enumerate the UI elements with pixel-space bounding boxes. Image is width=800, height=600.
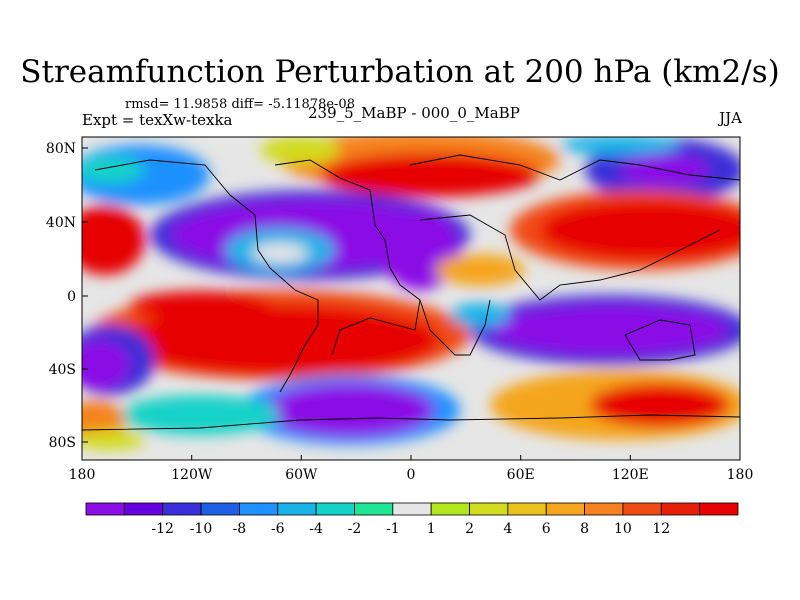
colorbar-label: 4 — [503, 521, 512, 537]
colorbar-swatch — [162, 502, 202, 516]
colorbar-swatch — [469, 502, 509, 516]
colorbar-label: -6 — [271, 521, 285, 537]
stats-label: rmsd= 11.9858 diff= -5.11878e-08 — [125, 97, 355, 112]
colorbar-label: -2 — [348, 521, 362, 537]
colorbar-label: 12 — [652, 521, 670, 537]
blob-trop-red — [120, 305, 440, 375]
blob-se-red — [590, 383, 730, 427]
colorbar-swatch — [507, 502, 547, 516]
lon-tick-label: 60W — [285, 467, 318, 483]
colorbar-swatch — [622, 502, 662, 516]
colorbar-label: 6 — [542, 521, 551, 537]
lon-tick-label: 120E — [612, 467, 649, 483]
colorbar-swatch — [239, 502, 279, 516]
blob-east-red — [540, 200, 740, 260]
colorbar-label: -12 — [151, 521, 174, 537]
blob-east-amber — [435, 254, 525, 286]
blob-north-red — [320, 153, 540, 197]
colorbar-label: -10 — [190, 521, 213, 537]
colorbar-swatch — [660, 502, 701, 516]
coast-americas-west — [94, 159, 319, 393]
colorbar-swatch — [85, 502, 125, 516]
blob-sw-violet — [82, 340, 130, 390]
colorbar-label: -8 — [233, 521, 247, 537]
lat-tick-label: 80S — [49, 435, 76, 451]
lat-tick-label: 40S — [49, 362, 76, 378]
lon-tick-label: 60E — [507, 467, 535, 483]
coast-australia — [624, 319, 696, 361]
lat-tick-label: 0 — [67, 289, 76, 305]
colorbar-label: 1 — [427, 521, 436, 537]
colorbar-swatch — [277, 502, 317, 516]
colorbar-swatch — [545, 502, 585, 516]
colorbar-label: 2 — [465, 521, 474, 537]
blob-corner-yellow — [82, 430, 145, 450]
coast-eurasia-north — [409, 154, 740, 181]
comparison-label: 239_5_MaBP - 000_0_MaBP — [308, 104, 520, 122]
lon-tick-labels: 180 120W 60W 0 60E 120E 180 — [69, 467, 754, 483]
contour-field — [82, 137, 740, 460]
colorbar-label: 8 — [580, 521, 589, 537]
colorbar-swatch — [123, 502, 164, 516]
colorbar-swatch — [200, 502, 240, 516]
experiment-label: Expt = texXw-texka — [82, 111, 233, 129]
coast-africa — [419, 299, 491, 356]
blob-ne-cyan — [560, 137, 680, 155]
blob-seq-violet — [490, 305, 730, 355]
colorbar-swatch — [315, 502, 355, 516]
lon-tick-label: 180 — [727, 467, 754, 483]
coast-antarctica — [82, 414, 740, 431]
coastlines — [82, 154, 740, 431]
blob-trop-red-west — [130, 291, 270, 319]
map-title: Streamfunction Perturbation at 200 hPa (… — [20, 54, 780, 90]
blob-nw-cyan — [82, 156, 145, 184]
colorbar-label: 10 — [614, 521, 632, 537]
colorbar-swatch — [392, 502, 432, 516]
season-label: JJA — [719, 109, 742, 127]
lon-tick-label: 180 — [69, 467, 96, 483]
colorbar-label: -4 — [309, 521, 323, 537]
blob-west-red — [82, 205, 145, 275]
coast-eurasia-south — [419, 214, 721, 301]
lat-tick-label: 80N — [46, 141, 76, 157]
colorbar-swatch — [699, 502, 739, 516]
blob-mid-white — [252, 243, 308, 263]
blob-north-yellow — [260, 137, 340, 164]
coast-americas-east — [274, 159, 421, 356]
blob-seq-cyan — [450, 303, 510, 327]
lon-tick-label: 0 — [407, 467, 416, 483]
colorbar-label: -1 — [386, 521, 400, 537]
colorbar-labels: -12 -10 -8 -6 -4 -2 -1 1 2 4 6 8 10 12 — [151, 521, 670, 537]
lat-tick-label: 40N — [46, 215, 76, 231]
lon-tick-marks — [81, 455, 741, 460]
lat-tick-labels: 80N 40N 0 40S 80S — [46, 141, 76, 451]
blob-south-violet — [265, 383, 435, 437]
colorbar-swatch — [354, 502, 394, 516]
lat-tick-marks — [82, 147, 88, 443]
lon-tick-label: 120W — [171, 467, 213, 483]
colorbar-swatch — [584, 502, 624, 516]
colorbar-swatch — [430, 502, 470, 516]
colorbar — [85, 502, 739, 516]
